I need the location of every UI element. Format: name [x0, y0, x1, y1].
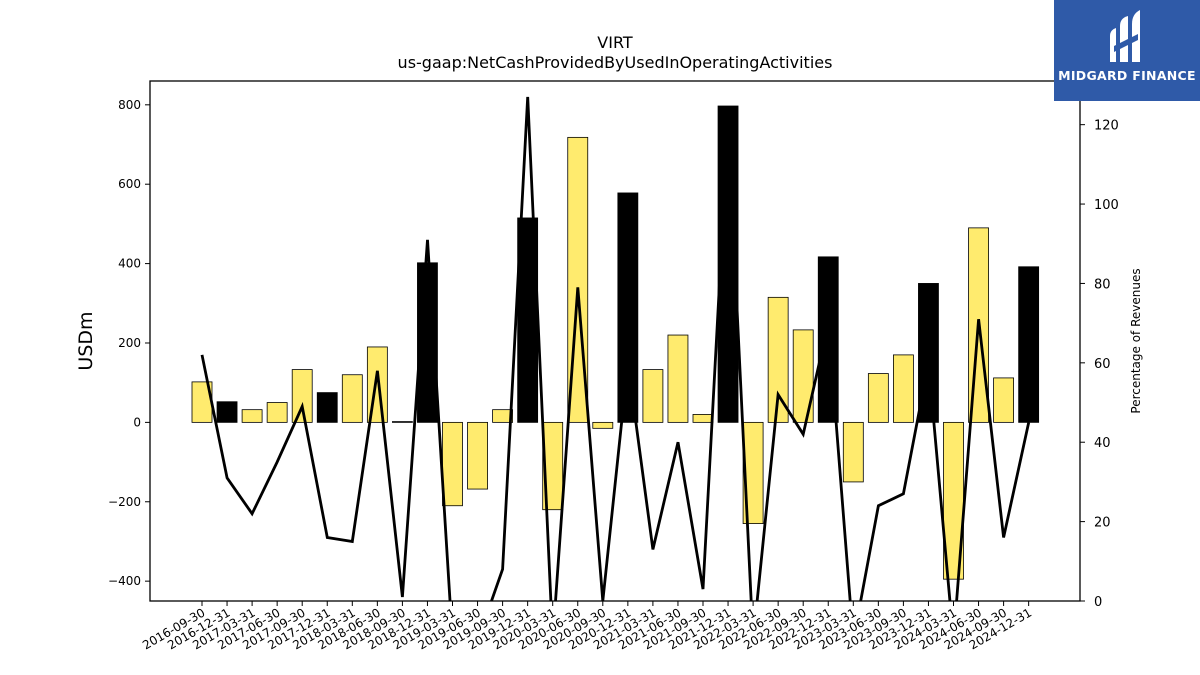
bar: [617, 192, 639, 423]
bar: [316, 392, 338, 423]
bar: [792, 329, 814, 423]
bar: [867, 373, 889, 423]
y2-tick-label: 60: [1094, 357, 1111, 372]
y2-axis: 0 20 40 60 80 100 120: [1080, 119, 1119, 610]
y-tick-label: 0: [133, 415, 141, 429]
x-axis: 2016-09-302016-12-312017-03-312017-06-30…: [140, 601, 1034, 652]
bar: [542, 421, 564, 511]
y-tick-label: 200: [118, 336, 141, 350]
brand-name: MIDGARD FINANCE: [1058, 68, 1196, 83]
y2-tick-label: 100: [1094, 198, 1119, 213]
bar: [442, 421, 463, 507]
y-tick-label: −200: [108, 495, 141, 509]
plot-frame: [149, 80, 1081, 602]
bar: [642, 369, 664, 423]
y2-axis-label: Percentage of Revenues: [1129, 268, 1143, 413]
chart-title: VIRT: [597, 33, 633, 52]
brand-logo: MIDGARD FINANCE: [1054, 0, 1200, 101]
line-series-path: [200, 96, 1031, 601]
bar: [467, 421, 488, 490]
bar: [893, 354, 914, 423]
y2-tick-label: 40: [1094, 436, 1111, 451]
bar-series: [191, 105, 1040, 580]
bar: [216, 401, 238, 423]
y-axis: −400 −200 0 200 400 600 800: [108, 98, 150, 588]
bar: [241, 409, 263, 423]
y-tick-label: 400: [118, 257, 141, 271]
y-axis-label: USDm: [75, 311, 97, 370]
bar: [717, 105, 739, 423]
bar: [592, 421, 614, 429]
bar: [291, 369, 313, 423]
y2-tick-label: 120: [1094, 119, 1119, 134]
line-series: [200, 96, 1031, 601]
y-tick-label: −400: [108, 574, 141, 588]
chart-subtitle: us-gaap:NetCashProvidedByUsedInOperating…: [398, 53, 833, 72]
bar: [492, 409, 514, 423]
bar: [767, 296, 789, 423]
bar: [842, 421, 864, 483]
y-tick-label: 600: [118, 177, 141, 191]
bar: [341, 374, 363, 423]
bar: [692, 414, 714, 423]
bar: [667, 334, 689, 423]
logo-mark-icon: [1110, 10, 1140, 62]
y-tick-label: 800: [118, 98, 141, 112]
bar: [391, 421, 413, 423]
bar: [266, 402, 288, 423]
bar: [993, 377, 1014, 423]
y2-tick-label: 0: [1094, 595, 1102, 610]
y2-tick-label: 80: [1094, 277, 1111, 292]
bar: [1018, 266, 1040, 423]
bar: [742, 421, 764, 524]
y2-tick-label: 20: [1094, 516, 1111, 531]
